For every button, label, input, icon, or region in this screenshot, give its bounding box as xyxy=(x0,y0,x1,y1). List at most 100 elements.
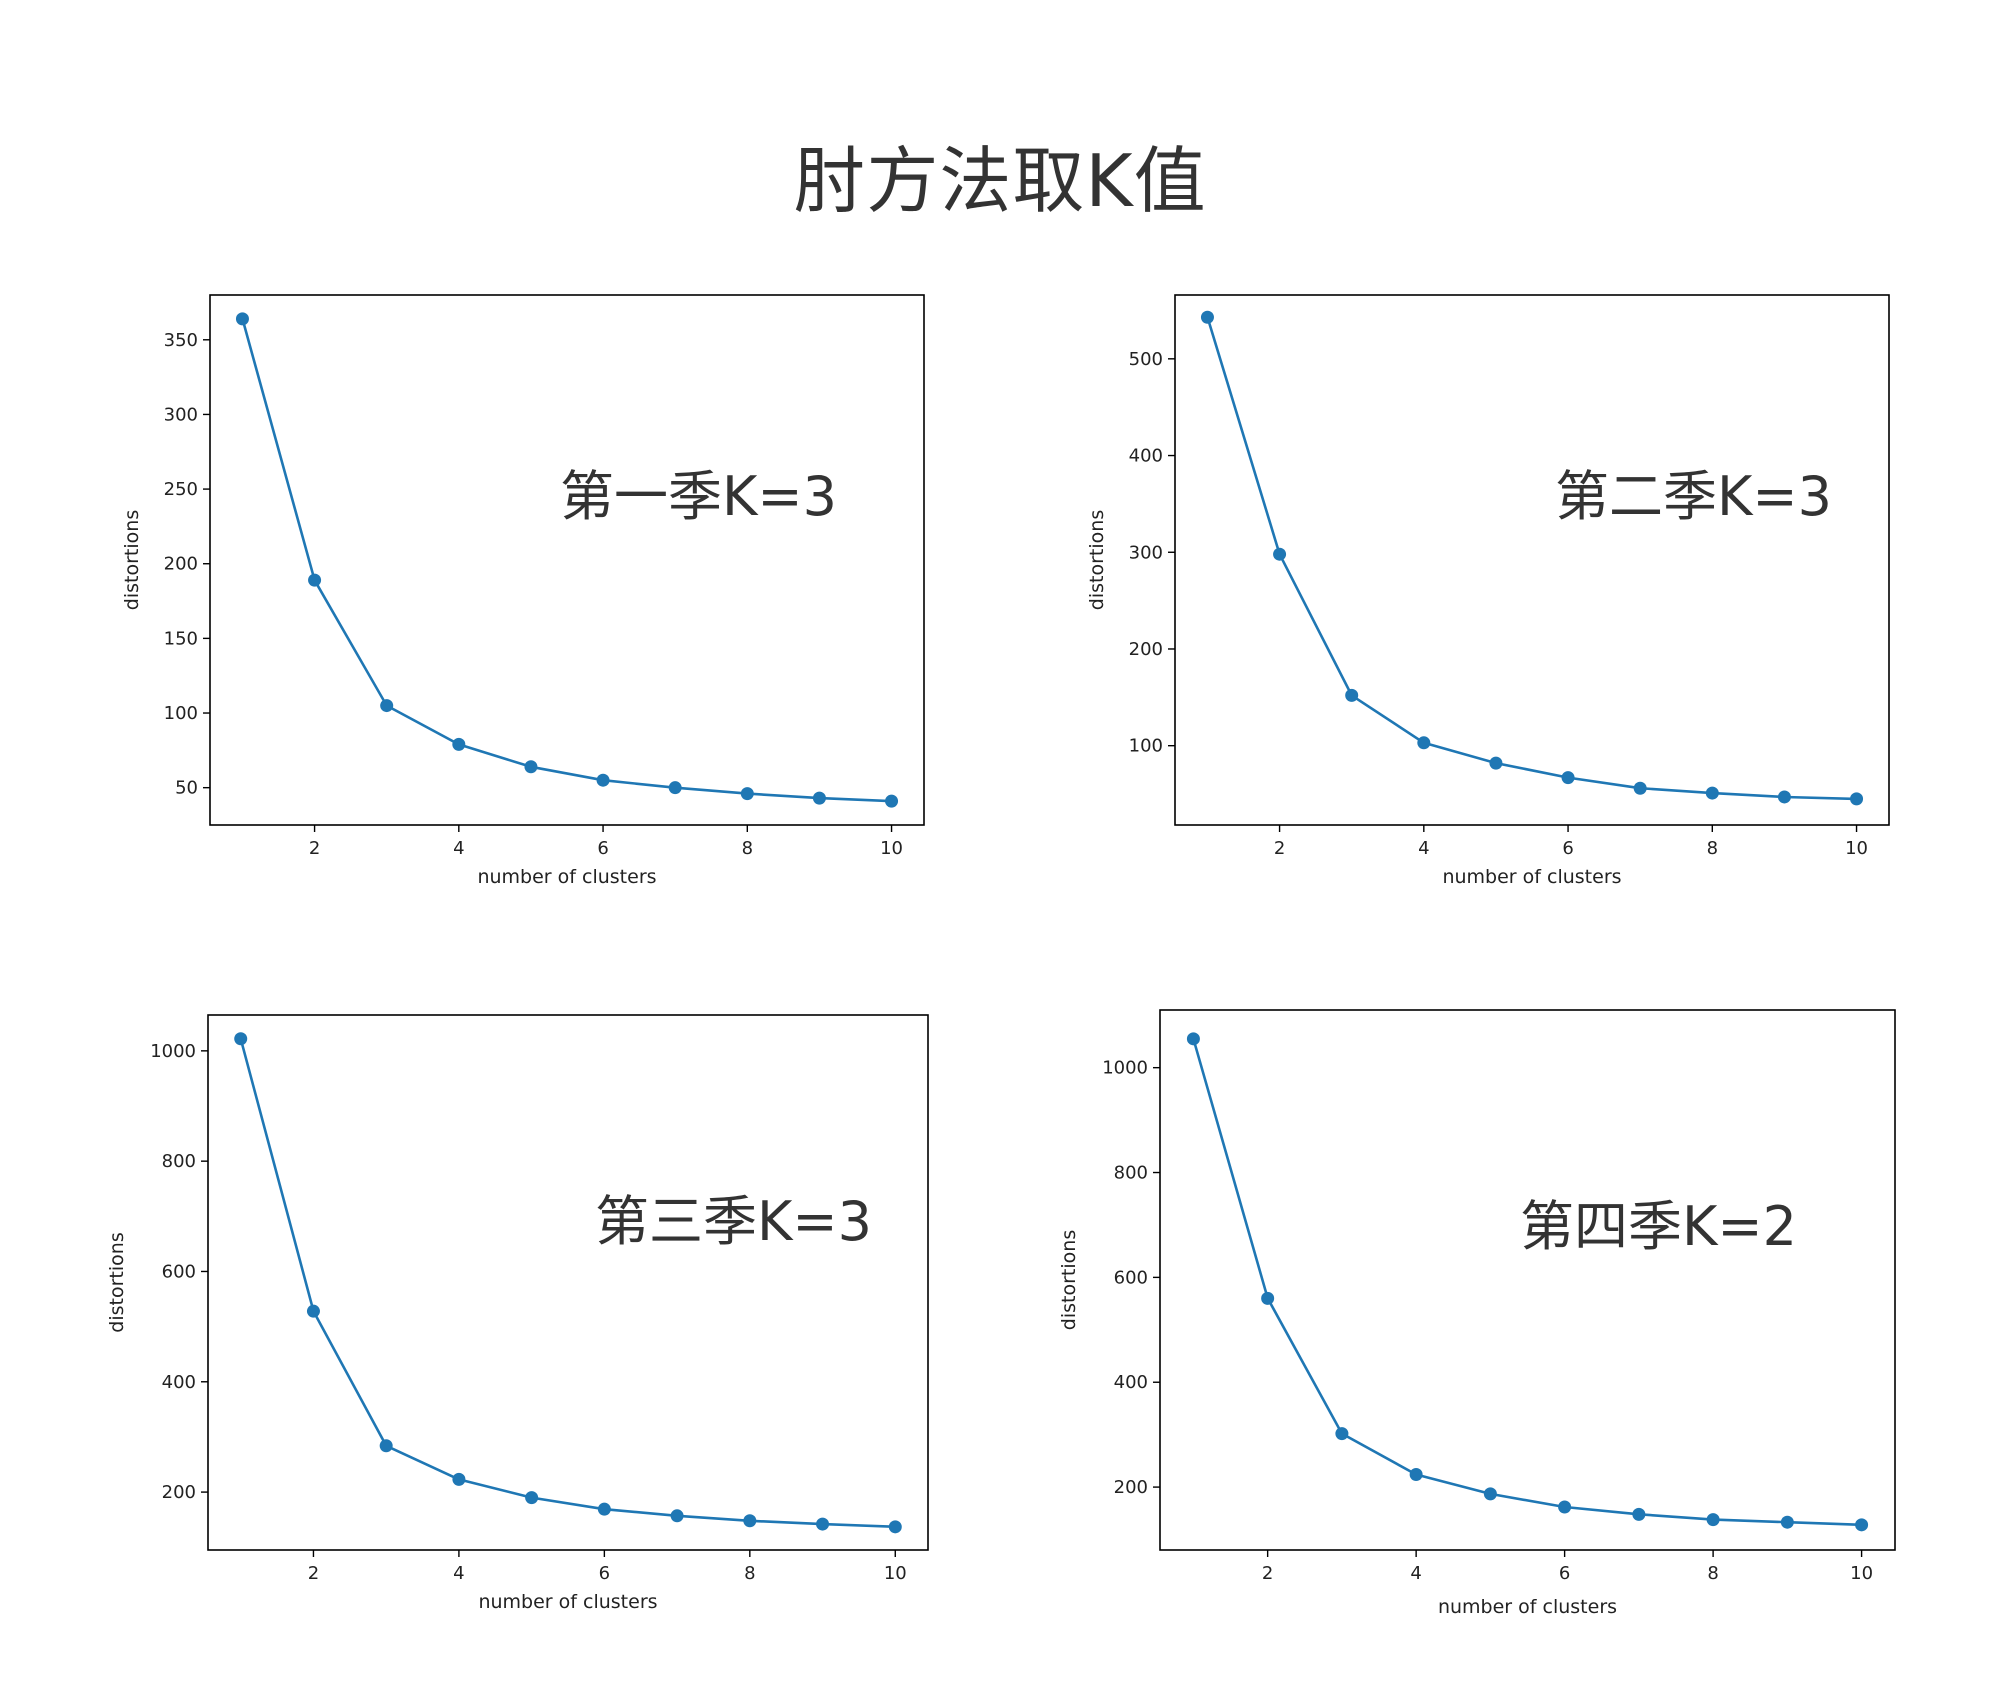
data-point xyxy=(1489,756,1503,770)
data-point xyxy=(1200,310,1214,324)
x-tick-label: 10 xyxy=(884,1563,907,1584)
y-tick-label: 250 xyxy=(164,479,198,500)
y-tick-label: 600 xyxy=(1114,1267,1148,1288)
page-title: 肘方法取K值 xyxy=(793,139,1207,223)
x-tick-label: 4 xyxy=(453,1563,464,1584)
data-point xyxy=(234,1032,248,1046)
data-point xyxy=(452,1472,466,1486)
y-tick-label: 50 xyxy=(175,778,198,799)
x-tick-label: 2 xyxy=(308,1563,319,1584)
data-point xyxy=(1561,771,1575,785)
data-point xyxy=(306,1304,320,1318)
data-point xyxy=(1483,1487,1497,1501)
x-tick-label: 10 xyxy=(1850,1563,1873,1584)
y-tick-label: 300 xyxy=(1129,542,1163,563)
x-tick-label: 8 xyxy=(742,838,753,859)
data-point xyxy=(524,760,538,774)
x-tick-label: 6 xyxy=(599,1563,610,1584)
data-point xyxy=(308,573,322,587)
series-line xyxy=(239,1038,896,1529)
y-tick-label: 200 xyxy=(162,1482,196,1503)
data-point xyxy=(379,1439,393,1453)
y-tick-label: 300 xyxy=(164,404,198,425)
x-tick-label: 2 xyxy=(309,838,320,859)
x-tick-label: 8 xyxy=(744,1563,755,1584)
data-point xyxy=(1855,1518,1869,1532)
y-tick-label: 100 xyxy=(164,703,198,724)
y-tick-label: 200 xyxy=(164,554,198,575)
data-point xyxy=(1705,786,1719,800)
data-point xyxy=(596,773,610,787)
data-point xyxy=(1186,1032,1200,1046)
chart-season-2: 2 4 6 8 10 100 200 300 400 500 number of clusters d… xyxy=(1086,294,1890,888)
x-tick-label: 4 xyxy=(1418,838,1429,859)
data-point xyxy=(1409,1468,1423,1482)
chart-season-3: 2 4 6 8 10 200 400 600 800 1000 number of clusters… xyxy=(106,1014,929,1613)
y-tick-label: 400 xyxy=(1129,446,1163,467)
series-line xyxy=(1206,316,1857,801)
plot-frame xyxy=(1174,294,1890,826)
y-axis-label: distortions xyxy=(121,510,143,610)
data-point xyxy=(1261,1291,1275,1305)
y-tick-label: 150 xyxy=(164,628,198,649)
data-point xyxy=(1633,781,1647,795)
y-tick-label: 600 xyxy=(162,1261,196,1282)
plot-annotation: 第四季K=2 xyxy=(1520,1195,1797,1258)
data-point xyxy=(1850,792,1864,806)
y-tick-label: 500 xyxy=(1129,349,1163,370)
series-line xyxy=(241,318,892,803)
x-tick-label: 2 xyxy=(1262,1563,1273,1584)
y-tick-label: 100 xyxy=(1129,736,1163,757)
x-tick-label: 2 xyxy=(1274,838,1285,859)
x-tick-label: 10 xyxy=(1845,838,1868,859)
data-point xyxy=(597,1502,611,1516)
data-point xyxy=(888,1520,902,1534)
x-tick-label: 6 xyxy=(1562,838,1573,859)
y-tick-label: 400 xyxy=(1114,1372,1148,1393)
y-tick-label: 200 xyxy=(1129,639,1163,660)
x-tick-label: 6 xyxy=(597,838,608,859)
y-axis-label: distortions xyxy=(106,1232,128,1332)
plot-annotation: 第二季K=3 xyxy=(1555,465,1832,528)
data-point xyxy=(1335,1427,1349,1441)
y-tick-label: 800 xyxy=(162,1151,196,1172)
data-point xyxy=(1706,1513,1720,1527)
data-point xyxy=(1780,1515,1794,1529)
data-point xyxy=(743,1514,757,1528)
data-point xyxy=(812,791,826,805)
data-point xyxy=(1777,790,1791,804)
chart-season-4: 2 4 6 8 10 200 400 600 800 1000 number of clusters… xyxy=(1058,1009,1896,1618)
data-point xyxy=(1345,688,1359,702)
x-axis-label: number of clusters xyxy=(1438,1596,1617,1618)
x-tick-label: 8 xyxy=(1707,1563,1718,1584)
y-tick-label: 1000 xyxy=(150,1041,196,1062)
data-point xyxy=(885,794,899,808)
data-point xyxy=(670,1509,684,1523)
y-tick-label: 800 xyxy=(1114,1163,1148,1184)
x-axis-label: number of clusters xyxy=(478,1591,657,1613)
y-axis-label: distortions xyxy=(1086,510,1108,610)
data-point xyxy=(740,787,754,801)
x-tick-label: 6 xyxy=(1559,1563,1570,1584)
y-axis-label: distortions xyxy=(1058,1230,1080,1330)
x-tick-label: 4 xyxy=(453,838,464,859)
plot-frame xyxy=(1159,1009,1896,1551)
data-point xyxy=(380,699,394,713)
data-point xyxy=(816,1517,830,1531)
chart-season-1: 2 4 6 8 10 50 100 150 200 250 300 350 number of clus… xyxy=(121,294,925,888)
data-point xyxy=(1417,736,1431,750)
plot-frame xyxy=(207,1014,929,1551)
data-point xyxy=(525,1491,539,1505)
y-tick-label: 350 xyxy=(164,330,198,351)
plot-annotation: 第三季K=3 xyxy=(595,1190,872,1253)
data-point xyxy=(668,781,682,795)
data-point xyxy=(1632,1507,1646,1521)
data-point xyxy=(452,737,466,751)
x-tick-label: 10 xyxy=(880,838,903,859)
data-point xyxy=(1273,547,1287,561)
y-tick-label: 400 xyxy=(162,1372,196,1393)
x-axis-label: number of clusters xyxy=(1442,866,1621,888)
plot-annotation: 第一季K=3 xyxy=(560,465,837,528)
y-tick-label: 200 xyxy=(1114,1477,1148,1498)
